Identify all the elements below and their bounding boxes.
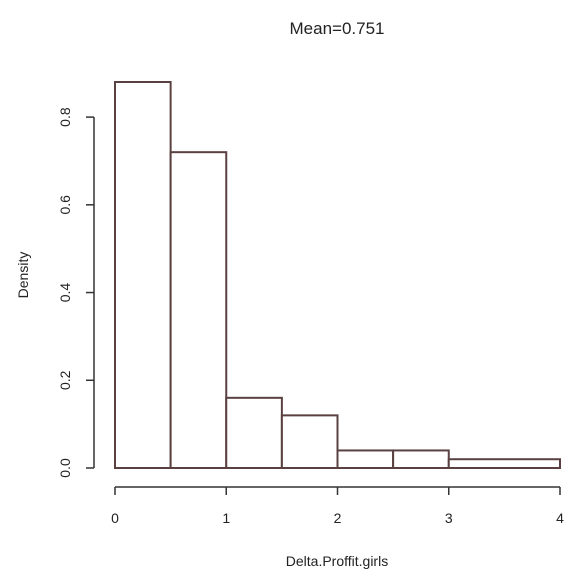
x-tick-label-3: 3	[445, 510, 453, 526]
histogram-bar-2	[225, 396, 283, 469]
x-axis: 0 1 2 3 4	[111, 486, 564, 526]
histogram-bar-1	[169, 151, 228, 469]
bars-group	[114, 81, 561, 470]
y-tick-label-4: 0.8	[57, 107, 73, 127]
y-tick-label-0: 0.0	[57, 458, 73, 478]
x-tick-label-4: 4	[556, 510, 564, 526]
y-tick-label-2: 0.4	[57, 283, 73, 303]
x-tick-label-2: 2	[334, 510, 342, 526]
histogram-bar-0	[114, 81, 172, 469]
y-tick-label-3: 0.6	[57, 195, 73, 215]
histogram-bar-3	[280, 414, 339, 470]
chart-title: Mean=0.751	[290, 19, 385, 38]
histogram-bar-5	[392, 449, 450, 470]
y-tick-label-1: 0.2	[57, 370, 73, 390]
x-tick-label-0: 0	[111, 510, 119, 526]
x-tick-label-1: 1	[222, 510, 230, 526]
histogram-bar-4	[336, 449, 395, 470]
x-axis-label: Delta.Proffit.girls	[286, 553, 388, 569]
y-axis-label: Density	[15, 252, 31, 299]
y-axis: 0.0 0.2 0.4 0.6 0.8	[57, 107, 95, 478]
histogram-bar-6	[447, 458, 561, 469]
